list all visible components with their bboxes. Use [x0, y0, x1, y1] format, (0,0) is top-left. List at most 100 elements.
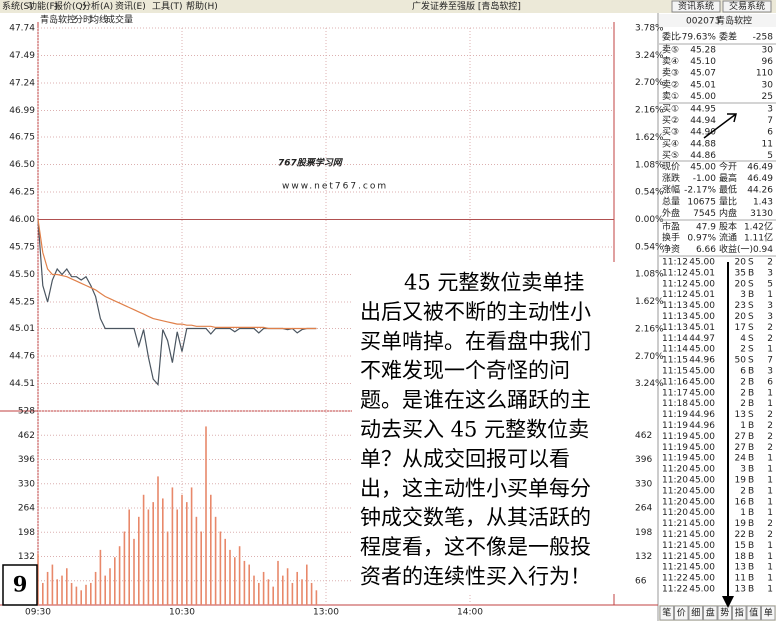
- tick-price: 45.01: [689, 290, 715, 300]
- tick-volume: 2: [740, 399, 746, 409]
- tab[interactable]: 笔: [662, 607, 671, 619]
- tick-price: 45.00: [689, 279, 715, 289]
- tick-time: 11:20: [662, 476, 688, 486]
- tick-side: B: [748, 574, 754, 584]
- tick-time: 11:21: [662, 541, 688, 551]
- level-label: 买⑤: [662, 150, 679, 161]
- tick-count: 2: [767, 432, 773, 442]
- level-volume: 7: [767, 116, 773, 126]
- volume-bar: [75, 586, 78, 605]
- y-tick-label: 47.49: [9, 51, 35, 61]
- y-tick-label: 44.51: [9, 379, 35, 389]
- y-tick-label: 46.50: [9, 160, 35, 170]
- tick-time: 11:13: [662, 312, 688, 322]
- y-tick-label: 46.00: [9, 215, 35, 225]
- y2-tick-label: 0.54%: [635, 242, 664, 252]
- volume-bar: [176, 509, 178, 605]
- tick-volume: 2: [740, 486, 746, 496]
- menu-item[interactable]: 报价(Q): [54, 0, 86, 12]
- tick-side: B: [748, 497, 754, 507]
- tick-count: 1: [767, 454, 773, 464]
- tab[interactable]: 细: [691, 607, 700, 619]
- stat-label: 内盘: [719, 207, 737, 219]
- tick-count: 2: [767, 323, 773, 333]
- volume-bar: [205, 426, 207, 605]
- tick-count: 1: [767, 541, 773, 551]
- order-ratio-label: 委差: [719, 31, 737, 43]
- tab[interactable]: 盘: [706, 607, 715, 619]
- tab[interactable]: 指: [735, 607, 744, 619]
- tick-price: 45.01: [689, 323, 715, 333]
- stat-label: 外盘: [662, 207, 680, 219]
- tick-count: 1: [767, 399, 773, 409]
- annotation-line: 资者的连续性买入行为！: [360, 565, 591, 589]
- menu-item[interactable]: 帮助(H): [186, 0, 218, 12]
- level-price: 44.88: [690, 139, 716, 149]
- tick-count: 2: [767, 421, 773, 431]
- tab[interactable]: 单: [764, 607, 773, 619]
- tick-side: S: [748, 258, 754, 268]
- tick-volume: 20: [735, 312, 747, 322]
- tick-side: B: [748, 486, 754, 496]
- level-label: 买④: [662, 138, 679, 149]
- fundamental-value: 0.94: [753, 245, 773, 255]
- tab[interactable]: 值: [749, 607, 758, 619]
- annotation-line: 不难发现一个奇怪的问: [360, 359, 570, 383]
- stat-value: 10675: [687, 197, 716, 207]
- arrow-head: [722, 596, 734, 608]
- annotation-line: 出，这主动性小买单每分: [360, 476, 591, 500]
- y2-tick-label: 2.70%: [635, 352, 664, 362]
- tick-count: 3: [767, 301, 773, 311]
- y-tick-label: 47.74: [9, 24, 35, 34]
- annotation-line: 单？从成交回报可以看: [360, 447, 570, 471]
- y2-tick-label: 1.08%: [635, 270, 664, 280]
- tick-price: 44.96: [689, 421, 715, 431]
- tick-side: B: [748, 290, 754, 300]
- tick-price: 45.00: [689, 563, 715, 573]
- fundamental-value: 6.66: [696, 245, 716, 255]
- fundamental-label: 流通: [719, 232, 737, 244]
- tick-price: 45.00: [689, 497, 715, 507]
- annotation-line: 钟成交数笔，从其活跃的: [360, 506, 591, 530]
- legend-entry: 成交量: [106, 14, 133, 26]
- tick-time: 11:16: [662, 377, 688, 387]
- level-volume: 96: [762, 57, 774, 67]
- stat-value: 44.26: [747, 186, 773, 196]
- menu-item[interactable]: 系统(S): [2, 0, 33, 12]
- stat-value: 3130: [750, 209, 773, 219]
- tick-price: 45.00: [689, 432, 715, 442]
- level-price: 44.95: [690, 105, 716, 115]
- menu-item[interactable]: 资讯(E): [115, 1, 146, 12]
- tick-side: B: [748, 552, 754, 562]
- volume-bar: [282, 575, 284, 605]
- volume-bar: [37, 553, 39, 605]
- tick-time: 11:20: [662, 508, 688, 518]
- tick-price: 45.00: [689, 443, 715, 453]
- volume-bar: [262, 571, 265, 605]
- tab[interactable]: 价: [677, 608, 686, 619]
- tab-frame: [674, 605, 689, 621]
- volume-bar: [186, 502, 188, 605]
- volume-bar: [315, 590, 318, 605]
- menu-item[interactable]: 工具(T): [152, 1, 183, 12]
- y2-tick-label: 132: [635, 552, 652, 562]
- x-tick-label: 10:30: [169, 608, 195, 618]
- menu-button[interactable]: 交易系统: [729, 0, 765, 12]
- tab[interactable]: 势: [720, 607, 729, 619]
- order-ratio-value: -79.63%: [678, 33, 716, 43]
- tick-side: B: [748, 476, 754, 486]
- tick-count: 2: [767, 258, 773, 268]
- tick-side: B: [748, 541, 754, 551]
- menu-button[interactable]: 资讯系统: [678, 0, 714, 12]
- tick-price: 45.00: [689, 465, 715, 475]
- tick-count: 1: [767, 574, 773, 584]
- chart-title: 青岛软控: [40, 14, 76, 26]
- stat-value: 46.49: [747, 163, 773, 173]
- menu-item[interactable]: 功能(F): [28, 0, 58, 12]
- level-label: 卖⑤: [662, 45, 679, 56]
- annotation-line: 题。是谁在这么踊跃的主: [360, 388, 591, 412]
- tick-time: 11:20: [662, 486, 688, 496]
- tab-frame: [703, 605, 718, 621]
- order-ratio-label: 委比: [662, 31, 680, 43]
- menu-item[interactable]: 分析(A): [82, 0, 113, 12]
